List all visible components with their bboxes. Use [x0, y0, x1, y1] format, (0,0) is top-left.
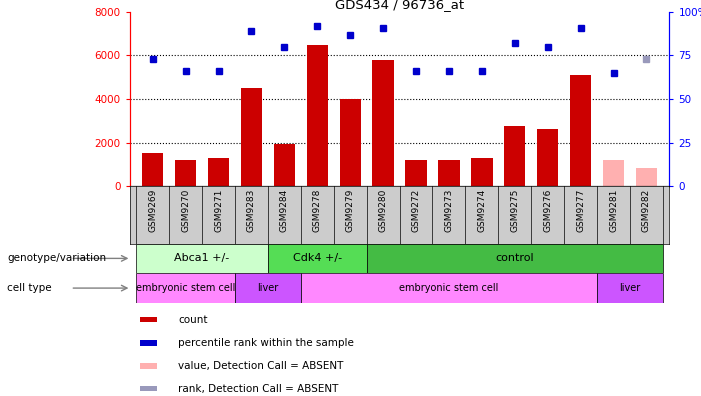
Bar	[405, 160, 427, 186]
Bar	[140, 317, 157, 322]
Text: count: count	[178, 315, 207, 325]
Text: Abca1 +/-: Abca1 +/-	[175, 253, 230, 263]
Text: GSM9284: GSM9284	[280, 189, 289, 232]
Bar	[175, 160, 196, 186]
Text: GSM9279: GSM9279	[346, 189, 355, 232]
Text: rank, Detection Call = ABSENT: rank, Detection Call = ABSENT	[178, 384, 339, 394]
Text: GSM9273: GSM9273	[444, 189, 454, 232]
Bar	[140, 340, 157, 346]
Bar	[142, 153, 163, 186]
Text: GSM9272: GSM9272	[411, 189, 421, 232]
Text: cell type: cell type	[7, 283, 52, 293]
Bar	[504, 126, 526, 186]
Text: GSM9282: GSM9282	[642, 189, 651, 232]
Text: GSM9281: GSM9281	[609, 189, 618, 232]
Bar	[471, 158, 493, 186]
Text: GSM9280: GSM9280	[379, 189, 388, 232]
Bar	[240, 88, 262, 186]
Bar	[537, 129, 559, 186]
Bar	[372, 60, 394, 186]
Text: control: control	[496, 253, 534, 263]
Bar	[208, 158, 229, 186]
Text: embryonic stem cell: embryonic stem cell	[400, 283, 498, 293]
Text: liver: liver	[257, 283, 278, 293]
Bar	[136, 273, 235, 303]
Text: GSM9274: GSM9274	[477, 189, 486, 232]
Bar	[339, 99, 361, 186]
Bar	[367, 244, 663, 273]
Text: GSM9275: GSM9275	[510, 189, 519, 232]
Bar	[636, 168, 657, 186]
Text: GSM9276: GSM9276	[543, 189, 552, 232]
Text: genotype/variation: genotype/variation	[7, 253, 106, 263]
Text: GSM9269: GSM9269	[148, 189, 157, 232]
Bar	[268, 244, 367, 273]
Text: liver: liver	[620, 283, 641, 293]
Text: Cdk4 +/-: Cdk4 +/-	[293, 253, 342, 263]
Bar	[603, 160, 624, 186]
Text: GSM9283: GSM9283	[247, 189, 256, 232]
Text: GSM9277: GSM9277	[576, 189, 585, 232]
Text: GSM9270: GSM9270	[181, 189, 190, 232]
Text: GSM9271: GSM9271	[214, 189, 223, 232]
Text: GSM9278: GSM9278	[313, 189, 322, 232]
Bar	[235, 273, 301, 303]
Text: value, Detection Call = ABSENT: value, Detection Call = ABSENT	[178, 361, 343, 371]
Bar	[140, 386, 157, 391]
Bar	[438, 160, 460, 186]
Bar	[301, 273, 597, 303]
Bar	[273, 144, 295, 186]
Text: percentile rank within the sample: percentile rank within the sample	[178, 338, 354, 348]
Bar	[570, 75, 591, 186]
Bar	[140, 364, 157, 369]
Bar	[136, 244, 268, 273]
Text: embryonic stem cell: embryonic stem cell	[136, 283, 236, 293]
Bar	[306, 44, 328, 186]
Bar	[597, 273, 663, 303]
Title: GDS434 / 96736_at: GDS434 / 96736_at	[335, 0, 464, 11]
